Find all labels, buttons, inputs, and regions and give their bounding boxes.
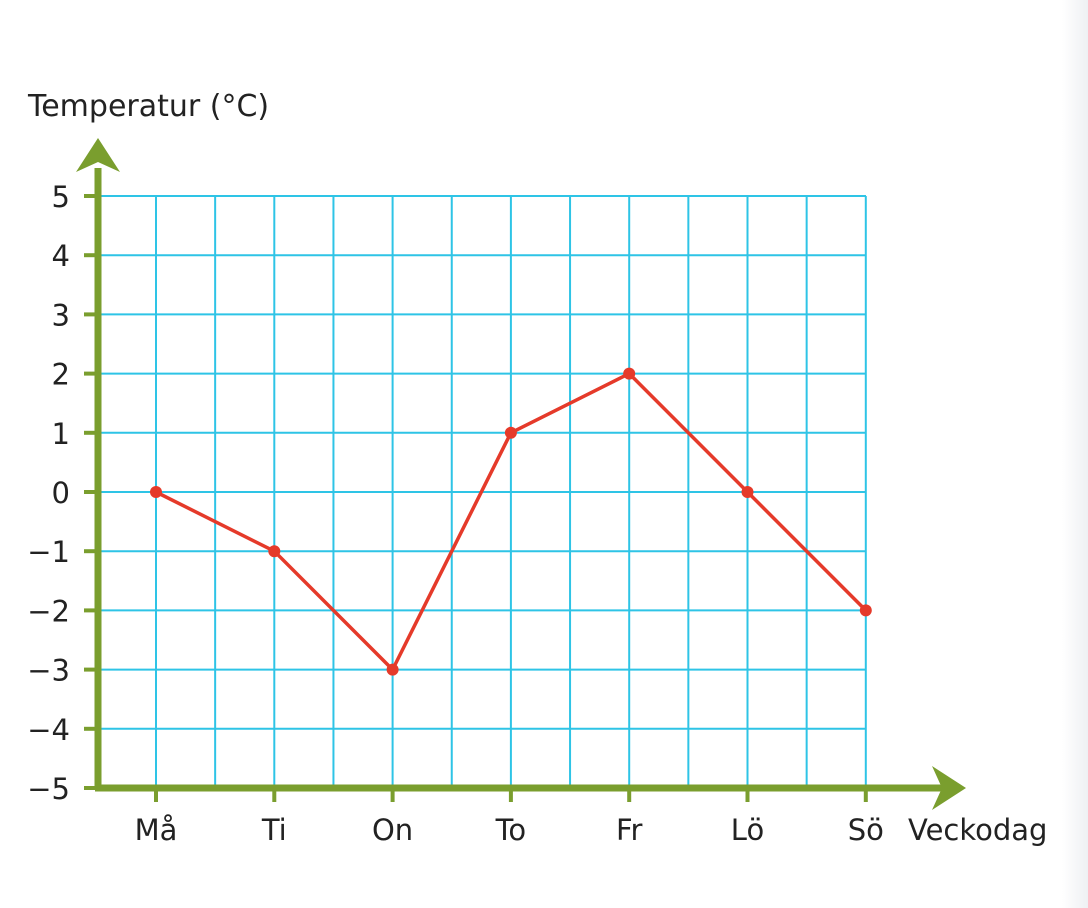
data-point xyxy=(386,663,399,676)
data-point xyxy=(504,426,517,439)
x-tick-label: To xyxy=(495,813,527,847)
data-point xyxy=(741,486,754,498)
y-axis-label: Temperatur (°C) xyxy=(27,89,269,124)
y-tick-label: −1 xyxy=(27,535,70,569)
y-tick-label: 4 xyxy=(52,239,70,273)
y-tick-label: 3 xyxy=(52,298,70,332)
page-edge-shade xyxy=(1062,0,1088,908)
series-temperature xyxy=(150,367,872,676)
y-tick-label: −5 xyxy=(27,772,70,806)
y-tick-label: −4 xyxy=(27,713,70,747)
y-ticks: 5 4 3 2 1 0 −1 −2 −3 −4 −5 xyxy=(27,180,98,806)
x-tick-label: On xyxy=(372,813,413,847)
y-axis-arrow xyxy=(76,138,120,172)
x-tick-label: Lö xyxy=(731,813,764,847)
x-ticks: Må Ti On To Fr Lö Sö xyxy=(135,788,884,847)
x-axis-arrow xyxy=(932,766,966,810)
y-tick-label: −2 xyxy=(27,594,70,628)
data-point xyxy=(268,545,281,558)
axes xyxy=(76,138,966,810)
data-point xyxy=(859,604,872,617)
x-tick-label: Må xyxy=(135,813,178,847)
y-tick-label: 2 xyxy=(52,358,70,392)
y-tick-label: −3 xyxy=(27,654,70,688)
x-tick-label: Sö xyxy=(848,813,884,847)
y-tick-label: 0 xyxy=(52,476,70,510)
data-point xyxy=(150,486,162,498)
y-tick-label: 1 xyxy=(52,417,70,451)
data-point xyxy=(623,367,636,380)
x-tick-label: Fr xyxy=(616,813,643,847)
x-axis-label: Veckodag xyxy=(908,813,1047,847)
x-tick-label: Ti xyxy=(261,813,287,847)
y-tick-label: 5 xyxy=(52,180,70,214)
